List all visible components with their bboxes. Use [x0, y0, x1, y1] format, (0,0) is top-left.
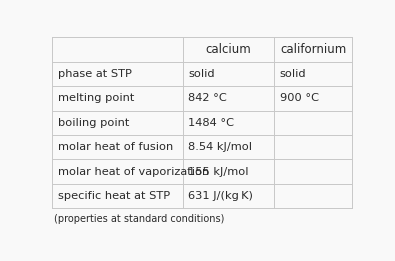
Text: molar heat of fusion: molar heat of fusion [58, 142, 173, 152]
Text: 155 kJ/mol: 155 kJ/mol [188, 167, 248, 177]
Text: melting point: melting point [58, 93, 134, 103]
Text: solid: solid [188, 69, 215, 79]
Text: 1484 °C: 1484 °C [188, 118, 234, 128]
Text: (properties at standard conditions): (properties at standard conditions) [54, 214, 224, 224]
Text: molar heat of vaporization: molar heat of vaporization [58, 167, 209, 177]
Text: 900 °C: 900 °C [280, 93, 319, 103]
Text: phase at STP: phase at STP [58, 69, 132, 79]
Text: calcium: calcium [206, 43, 252, 56]
Text: boiling point: boiling point [58, 118, 129, 128]
Text: 842 °C: 842 °C [188, 93, 227, 103]
Text: 631 J/(kg K): 631 J/(kg K) [188, 191, 253, 201]
Text: californium: californium [280, 43, 346, 56]
Text: specific heat at STP: specific heat at STP [58, 191, 170, 201]
Text: solid: solid [280, 69, 306, 79]
Text: 8.54 kJ/mol: 8.54 kJ/mol [188, 142, 252, 152]
